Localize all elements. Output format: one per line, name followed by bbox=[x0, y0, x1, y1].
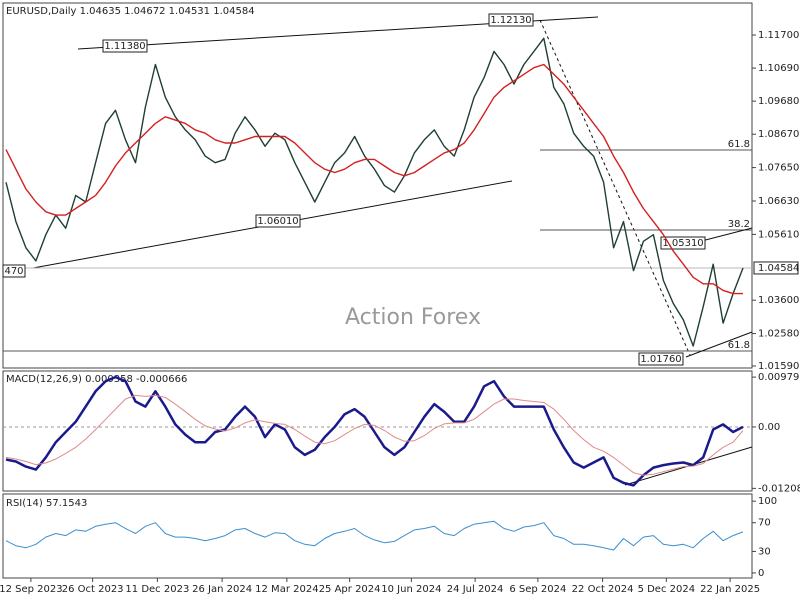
trend-line bbox=[685, 331, 753, 358]
y-tick-label: 1.10690 bbox=[758, 63, 799, 74]
series-line bbox=[5, 375, 744, 487]
panel-frames bbox=[2, 2, 753, 579]
annotation: 470 bbox=[4, 266, 23, 277]
annotations: 1.11380 1.12130 1.06010 1.05310 1.01760 … bbox=[2, 13, 750, 366]
y-tick-label: 0.00 bbox=[758, 422, 780, 433]
annotation: 1.12130 bbox=[490, 15, 531, 26]
fib-label: 61.8 bbox=[728, 340, 750, 351]
x-tick-label: 11 Dec 2023 bbox=[125, 584, 189, 595]
y-tick-label: 1.02580 bbox=[758, 329, 799, 340]
x-tick-label: 22 Jan 2025 bbox=[700, 584, 760, 595]
label-box bbox=[660, 236, 706, 250]
x-tick-label: 12 Mar 2024 bbox=[255, 584, 318, 595]
x-tick-label: 10 Jun 2024 bbox=[381, 584, 441, 595]
x-tick-label: 26 Jan 2024 bbox=[192, 584, 252, 595]
y-tick-label: 0.009795 bbox=[758, 372, 800, 383]
trend-line bbox=[539, 19, 691, 356]
rsi-title: RSI(14) 57.1543 bbox=[6, 498, 87, 509]
series-line bbox=[5, 63, 743, 295]
label-box bbox=[2, 264, 26, 278]
fib-label: 61.8 bbox=[728, 139, 750, 150]
y-tick-label: 1.08670 bbox=[758, 129, 799, 140]
fib-label: 38.2 bbox=[728, 219, 750, 230]
y-tick-label: 1.06630 bbox=[758, 196, 799, 207]
x-tick-label: 25 Apr 2024 bbox=[319, 584, 381, 595]
annotation: 1.11380 bbox=[104, 41, 145, 52]
price-panel bbox=[2, 2, 753, 369]
y-tick-label: 1.11700 bbox=[758, 30, 799, 41]
x-tick-label: 24 Jul 2024 bbox=[447, 584, 504, 595]
y-tick-label: 1.01590 bbox=[758, 361, 799, 372]
annotation: 1.01760 bbox=[640, 354, 681, 365]
x-tick-label: 6 Sep 2024 bbox=[509, 584, 566, 595]
y-tick-label: 1.05610 bbox=[758, 229, 799, 240]
label-box bbox=[255, 214, 301, 228]
y-tick-label: 70 bbox=[758, 518, 771, 529]
chart-title: EURUSD,Daily 1.04635 1.04672 1.04531 1.0… bbox=[6, 6, 255, 17]
annotation: 1.05310 bbox=[662, 238, 703, 249]
x-tick-label: 22 Oct 2024 bbox=[572, 584, 634, 595]
y-tick-label: 1.03600 bbox=[758, 295, 799, 306]
y-tick-label: 100 bbox=[758, 496, 777, 507]
x-tick-label: 12 Sep 2023 bbox=[0, 584, 63, 595]
label-box bbox=[102, 39, 148, 53]
series-line bbox=[5, 394, 744, 476]
macd-panel bbox=[2, 370, 753, 492]
y-tick-label: 0 bbox=[758, 568, 764, 579]
label-box bbox=[488, 13, 534, 27]
macd-title: MACD(12,26,9) 0.000358 -0.000666 bbox=[6, 374, 187, 385]
rsi-panel bbox=[2, 493, 753, 579]
series-line bbox=[5, 520, 744, 551]
x-tick-label: 26 Oct 2023 bbox=[62, 584, 124, 595]
label-box bbox=[638, 352, 684, 366]
series-line bbox=[5, 37, 744, 347]
y-tick-label: 1.09680 bbox=[758, 96, 799, 107]
watermark: Action Forex bbox=[345, 305, 481, 330]
last-price-label: 1.04584 bbox=[758, 263, 799, 274]
annotation: 1.06010 bbox=[257, 216, 298, 227]
last-price-box bbox=[753, 261, 799, 275]
y-tick-label: 30 bbox=[758, 546, 771, 557]
x-tick-label: 5 Dec 2024 bbox=[638, 584, 696, 595]
y-tick-label: 1.07650 bbox=[758, 163, 799, 174]
